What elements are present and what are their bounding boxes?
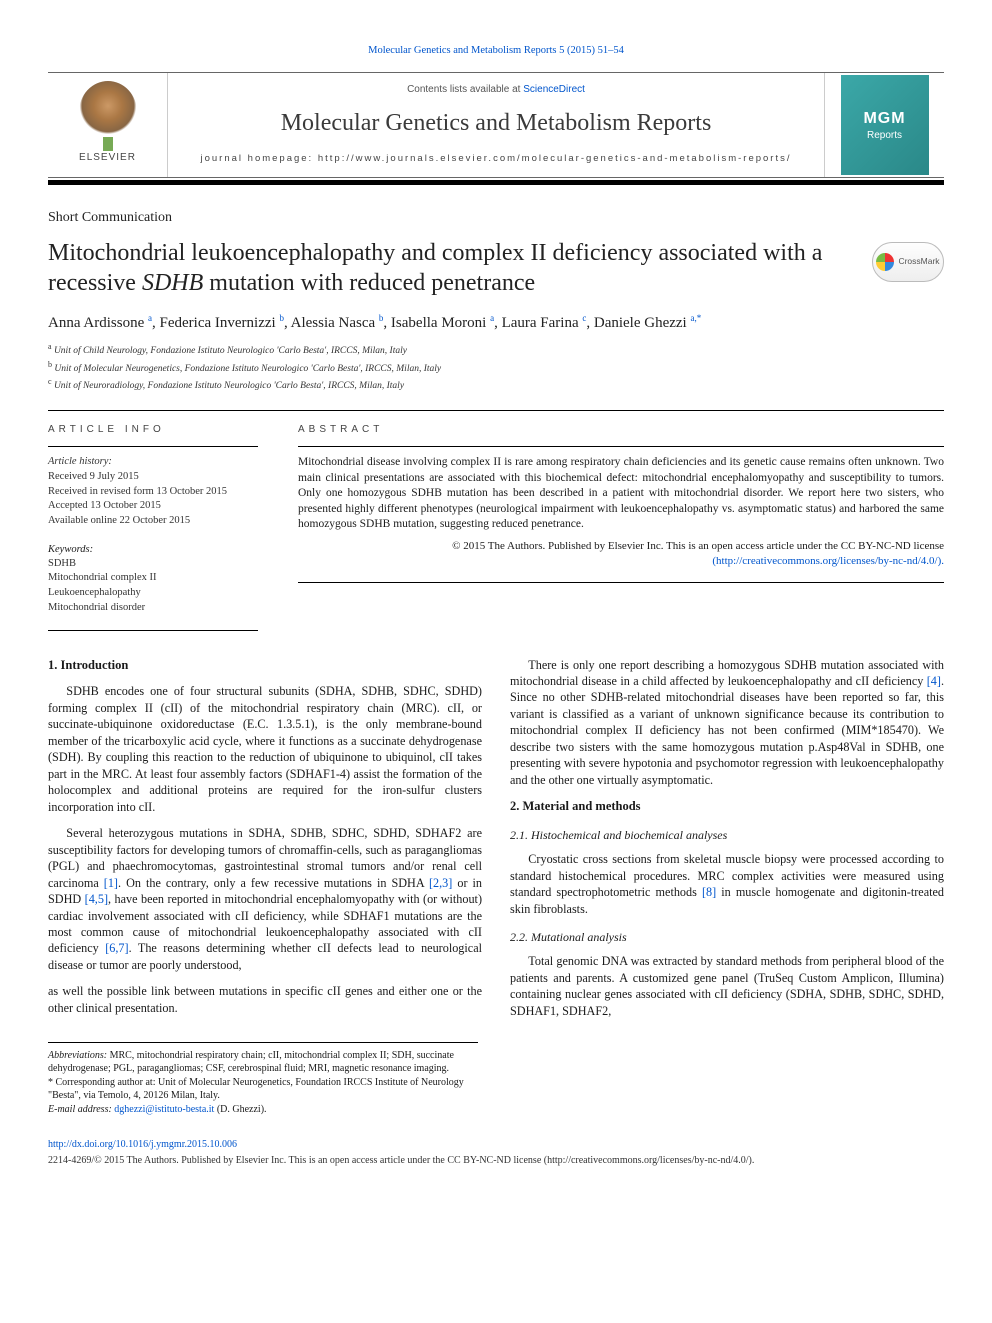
section-intro-head: 1. Introduction <box>48 657 482 674</box>
sciencedirect-link[interactable]: ScienceDirect <box>523 84 585 95</box>
license-url[interactable]: (http://creativecommons.org/licenses/by-… <box>712 555 944 567</box>
publisher-logo-cell: ELSEVIER <box>48 73 168 177</box>
article-body: 1. Introduction SDHB encodes one of four… <box>48 657 944 1028</box>
abstract-head: ABSTRACT <box>298 423 944 437</box>
footnotes: Abbreviations: MRC, mitochondrial respir… <box>48 1042 478 1117</box>
author-list: Anna Ardissone a, Federica Invernizzi b,… <box>48 312 944 333</box>
copyright-line: 2214-4269/© 2015 The Authors. Published … <box>48 1154 944 1168</box>
cite-8[interactable]: [8] <box>702 885 716 899</box>
page-footer: http://dx.doi.org/10.1016/j.ymgmr.2015.1… <box>48 1138 944 1167</box>
masthead: ELSEVIER Contents lists available at Sci… <box>48 73 944 178</box>
mm-22-p: Total genomic DNA was extracted by stand… <box>510 953 944 1019</box>
running-head-link[interactable]: Molecular Genetics and Metabolism Report… <box>368 45 624 56</box>
keywords-list: SDHB Mitochondrial complex II Leukoencep… <box>48 557 258 616</box>
section-mm-head: 2. Material and methods <box>510 798 944 815</box>
corr-email[interactable]: dghezzi@istituto-besta.it <box>114 1104 214 1115</box>
crossmark-icon <box>876 253 894 271</box>
journal-homepage-line: journal homepage: http://www.journals.el… <box>180 151 812 166</box>
article-title: Mitochondrial leukoencephalopathy and co… <box>48 238 854 298</box>
cite-6-7[interactable]: [6,7] <box>105 941 128 955</box>
cite-2-3[interactable]: [2,3] <box>429 876 452 890</box>
elsevier-logo: ELSEVIER <box>69 81 147 169</box>
cite-1[interactable]: [1] <box>104 876 118 890</box>
article-history: Article history: Received 9 July 2015 Re… <box>48 455 258 528</box>
cover-thumb-cell: MGM Reports <box>824 73 944 177</box>
journal-title: Molecular Genetics and Metabolism Report… <box>180 107 812 139</box>
cite-4[interactable]: [4] <box>927 674 941 688</box>
article-info-head: ARTICLE INFO <box>48 423 258 437</box>
cover-mgm-label: MGM <box>863 108 905 130</box>
license-line: © 2015 The Authors. Published by Elsevie… <box>298 539 944 569</box>
masthead-bottom-rule <box>48 180 944 185</box>
contents-available-line: Contents lists available at ScienceDirec… <box>180 83 812 97</box>
cover-reports-label: Reports <box>867 129 902 143</box>
running-head: Molecular Genetics and Metabolism Report… <box>48 44 944 58</box>
crossmark-badge[interactable]: CrossMark <box>872 242 944 282</box>
intro-p1: SDHB encodes one of four structural subu… <box>48 683 482 815</box>
elsevier-wordmark: ELSEVIER <box>79 151 136 165</box>
journal-cover-thumb: MGM Reports <box>841 75 929 175</box>
elsevier-tree-icon <box>79 81 137 143</box>
keywords-label: Keywords: <box>48 543 258 557</box>
intro-p2: Several heterozygous mutations in SDHA, … <box>48 825 482 973</box>
journal-homepage-url[interactable]: http://www.journals.elsevier.com/molecul… <box>318 153 792 164</box>
section-22-head: 2.2. Mutational analysis <box>510 929 944 945</box>
intro-p3: as well the possible link between mutati… <box>48 983 482 1016</box>
cite-4-5[interactable]: [4,5] <box>85 892 108 906</box>
intro-p4: There is only one report describing a ho… <box>510 657 944 789</box>
article-type: Short Communication <box>48 209 944 228</box>
mm-21-p: Cryostatic cross sections from skeletal … <box>510 851 944 917</box>
section-21-head: 2.1. Histochemical and biochemical analy… <box>510 827 944 843</box>
doi-link[interactable]: http://dx.doi.org/10.1016/j.ymgmr.2015.1… <box>48 1139 237 1150</box>
affiliations: a Unit of Child Neurology, Fondazione Is… <box>48 341 944 393</box>
abstract-text: Mitochondrial disease involving complex … <box>298 455 944 533</box>
